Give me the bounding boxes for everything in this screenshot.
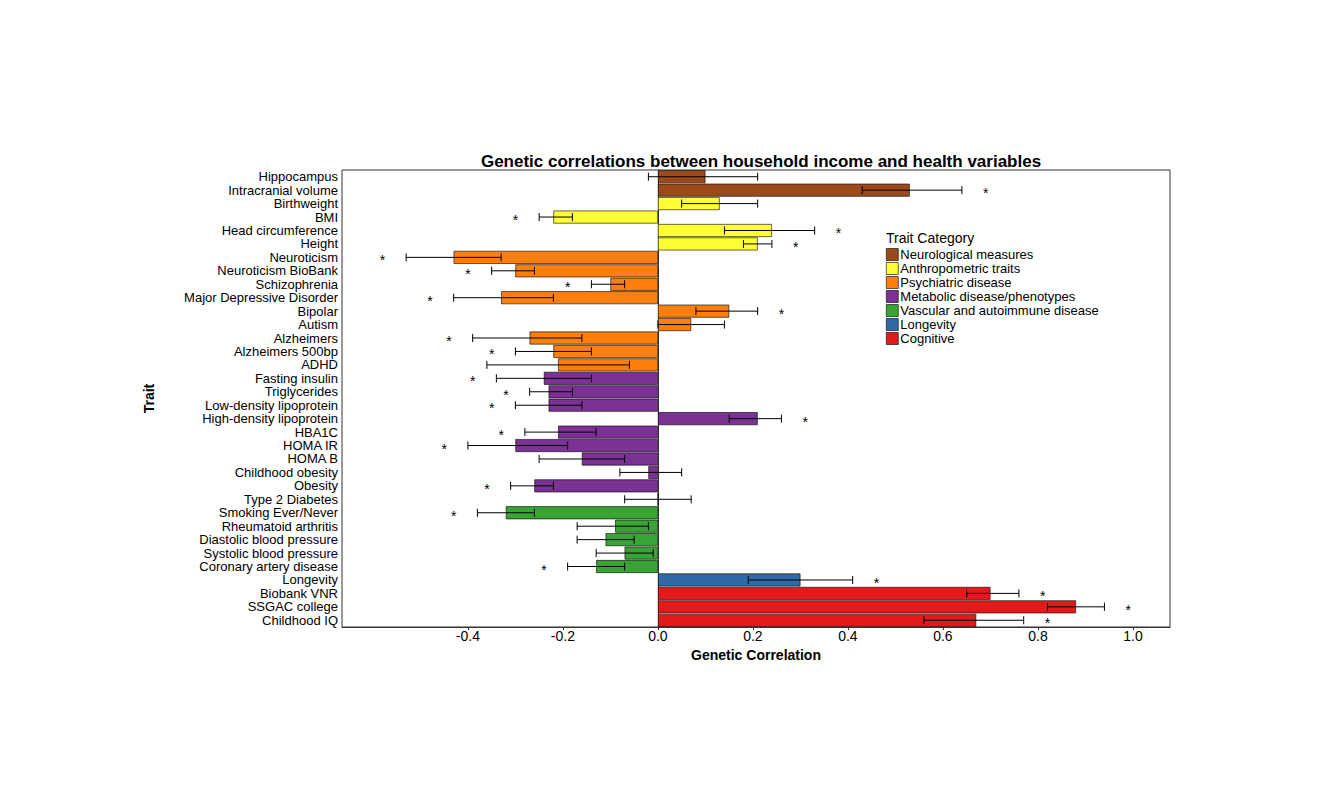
svg-text:Hippocampus: Hippocampus bbox=[258, 169, 338, 185]
svg-text:Height: Height bbox=[300, 236, 338, 252]
svg-text:*: * bbox=[484, 481, 490, 497]
svg-text:Neurological measures: Neurological measures bbox=[900, 247, 1033, 262]
svg-text:Psychiatric disease: Psychiatric disease bbox=[900, 275, 1011, 290]
svg-text:Head circumference: Head circumference bbox=[221, 223, 338, 238]
svg-text:Coronary artery disease: Coronary artery disease bbox=[199, 559, 338, 574]
svg-text:Obesity: Obesity bbox=[293, 478, 338, 494]
svg-text:Autism: Autism bbox=[298, 317, 338, 333]
svg-text:*: * bbox=[793, 239, 799, 255]
svg-text:Genetic correlations between h: Genetic correlations between household i… bbox=[481, 152, 1041, 171]
svg-text:*: * bbox=[1040, 588, 1046, 604]
svg-text:*: * bbox=[498, 427, 504, 443]
svg-text:Systolic blood pressure: Systolic blood pressure bbox=[203, 545, 338, 561]
svg-text:0.8: 0.8 bbox=[1028, 628, 1048, 644]
svg-text:BMI: BMI bbox=[314, 209, 338, 225]
svg-text:Cognitive: Cognitive bbox=[900, 331, 954, 346]
svg-text:Smoking Ever/Never: Smoking Ever/Never bbox=[218, 505, 338, 521]
svg-text:*: * bbox=[470, 373, 476, 389]
svg-text:Type 2 Diabetes: Type 2 Diabetes bbox=[244, 491, 338, 507]
svg-text:HOMA IR: HOMA IR bbox=[283, 438, 338, 453]
svg-text:Trait: Trait bbox=[141, 383, 157, 413]
svg-text:Metabolic disease/phenotypes: Metabolic disease/phenotypes bbox=[900, 289, 1075, 304]
svg-text:Low-density lipoprotein: Low-density lipoprotein bbox=[205, 397, 338, 413]
svg-text:*: * bbox=[451, 508, 457, 524]
svg-text:Major Depressive Disorder: Major Depressive Disorder bbox=[184, 290, 338, 306]
svg-text:0.2: 0.2 bbox=[743, 628, 763, 644]
svg-text:Alzheimers: Alzheimers bbox=[273, 330, 338, 346]
svg-text:0.0: 0.0 bbox=[648, 628, 668, 644]
svg-text:Bipolar: Bipolar bbox=[297, 303, 338, 319]
svg-text:Anthropometric traits: Anthropometric traits bbox=[900, 261, 1020, 276]
svg-text:Childhood obesity: Childhood obesity bbox=[234, 464, 338, 480]
svg-text:SSGAC college: SSGAC college bbox=[247, 599, 338, 615]
svg-text:0.4: 0.4 bbox=[838, 628, 858, 644]
svg-text:High-density lipoprotein: High-density lipoprotein bbox=[202, 411, 338, 427]
svg-text:Vascular and autoimmune diseas: Vascular and autoimmune disease bbox=[900, 303, 1099, 318]
svg-text:Triglycerides: Triglycerides bbox=[264, 384, 338, 400]
svg-text:*: * bbox=[489, 400, 495, 416]
svg-text:HOMA B: HOMA B bbox=[287, 451, 338, 467]
svg-text:Longevity: Longevity bbox=[900, 317, 956, 332]
svg-text:*: * bbox=[779, 306, 785, 322]
svg-text:*: * bbox=[565, 279, 571, 295]
svg-text:Fasting insulin: Fasting insulin bbox=[254, 370, 338, 386]
svg-text:*: * bbox=[380, 252, 386, 268]
svg-text:Birthweight: Birthweight bbox=[273, 196, 338, 212]
svg-text:-0.2: -0.2 bbox=[551, 628, 575, 644]
svg-text:Neuroticism BioBank: Neuroticism BioBank bbox=[217, 263, 338, 279]
svg-text:*: * bbox=[983, 185, 989, 201]
svg-text:Genetic Correlation: Genetic Correlation bbox=[691, 647, 821, 663]
svg-text:*: * bbox=[513, 212, 519, 228]
svg-text:ADHD: ADHD bbox=[301, 357, 338, 373]
svg-text:Biobank VNR: Biobank VNR bbox=[260, 585, 338, 601]
svg-text:*: * bbox=[441, 441, 447, 457]
svg-text:Trait Category: Trait Category bbox=[886, 230, 974, 246]
svg-text:Schizophrenia: Schizophrenia bbox=[255, 276, 338, 292]
svg-text:Rheumatoid arthritis: Rheumatoid arthritis bbox=[221, 518, 338, 534]
svg-text:Alzheimers 500bp: Alzheimers 500bp bbox=[233, 344, 338, 359]
svg-text:*: * bbox=[427, 293, 433, 309]
svg-text:*: * bbox=[836, 225, 842, 241]
svg-text:*: * bbox=[541, 562, 547, 578]
svg-text:Intracranial volume: Intracranial volume bbox=[228, 182, 338, 198]
svg-text:*: * bbox=[446, 333, 452, 349]
svg-text:0.6: 0.6 bbox=[933, 628, 953, 644]
svg-text:Childhood IQ: Childhood IQ bbox=[262, 613, 338, 628]
svg-text:HBA1C: HBA1C bbox=[294, 424, 338, 440]
svg-text:Diastolic blood pressure: Diastolic blood pressure bbox=[199, 532, 338, 548]
svg-text:*: * bbox=[465, 266, 471, 282]
svg-text:*: * bbox=[874, 575, 880, 591]
svg-text:*: * bbox=[503, 387, 509, 403]
svg-text:*: * bbox=[1045, 615, 1051, 631]
svg-text:*: * bbox=[1125, 602, 1131, 618]
svg-text:Longevity: Longevity bbox=[282, 572, 338, 588]
svg-text:Neuroticism: Neuroticism bbox=[269, 249, 338, 265]
svg-text:*: * bbox=[802, 414, 808, 430]
svg-text:1.0: 1.0 bbox=[1123, 628, 1143, 644]
svg-text:-0.4: -0.4 bbox=[456, 628, 480, 644]
svg-text:*: * bbox=[489, 346, 495, 362]
